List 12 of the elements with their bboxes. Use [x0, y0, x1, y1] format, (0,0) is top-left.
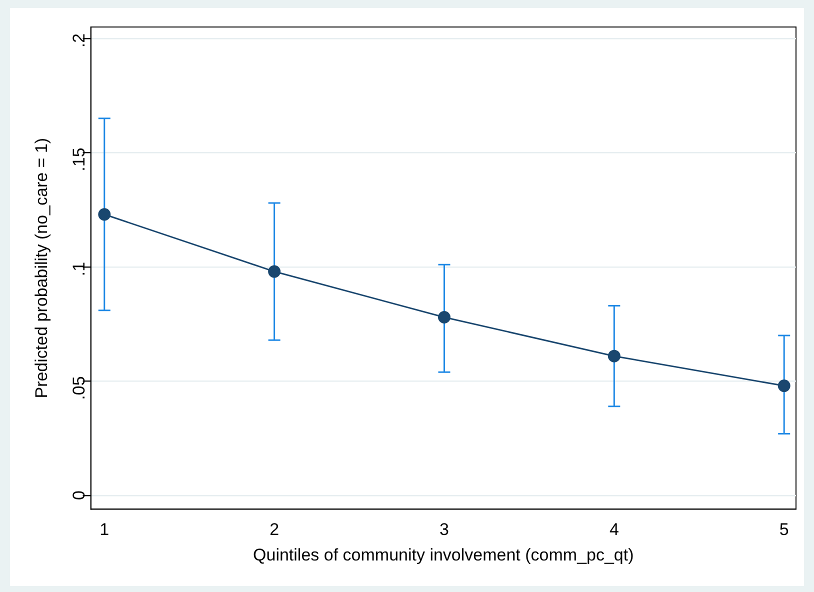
y-tick-label: .1: [69, 262, 88, 276]
y-tick-label: .2: [69, 33, 88, 48]
x-tick-label: 1: [100, 520, 110, 540]
y-tick-label: 0: [69, 490, 88, 500]
x-axis-title: Quintiles of community involvement (comm_pc_qt): [253, 545, 634, 564]
y-tick-label: .05: [69, 376, 88, 400]
y-axis-title: Predicted probability (no_care = 1): [32, 138, 51, 398]
x-tick-label: 4: [609, 520, 619, 540]
x-tick-label: 2: [270, 520, 280, 540]
y-tick-label: .15: [69, 148, 88, 172]
x-tick-label: 5: [779, 520, 789, 540]
x-tick-label: 3: [440, 520, 449, 540]
